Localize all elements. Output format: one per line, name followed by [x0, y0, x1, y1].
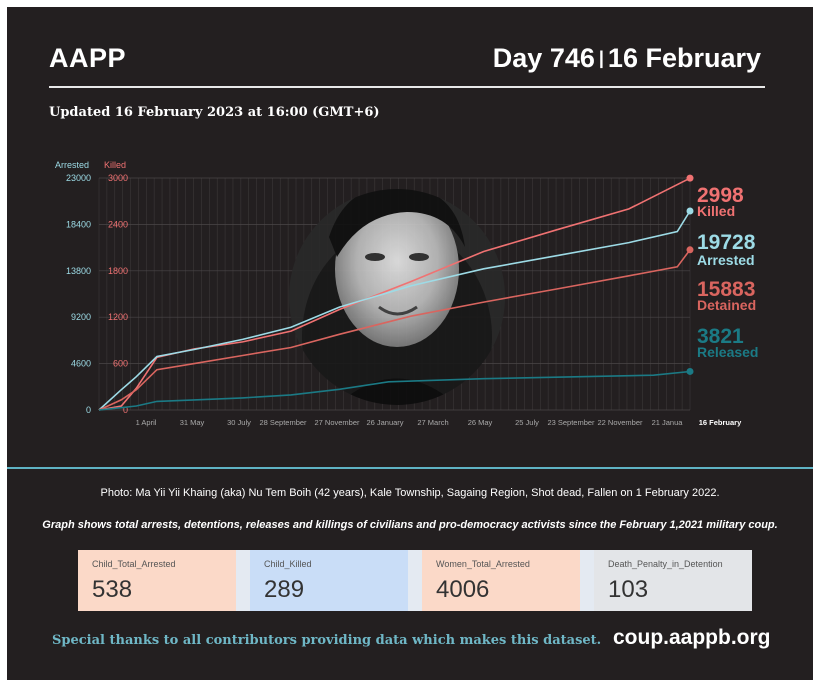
- day-label: Day 746: [492, 43, 595, 73]
- header-divider: [49, 86, 765, 88]
- released-series-label: Released: [697, 344, 758, 360]
- arrested-total: 19728: [697, 231, 756, 254]
- stat-card: Child_Killed 289: [250, 550, 408, 611]
- left-tick-label: 4600: [71, 359, 91, 369]
- infographic-panel: AAPP Day 746 | 16 February Updated 16 Febr…: [7, 7, 813, 680]
- right-tick-label: 2400: [108, 219, 128, 229]
- left-tick-label: 23000: [66, 173, 91, 183]
- released-line: [98, 370, 691, 411]
- stat-card: Women_Total_Arrested 4006: [422, 550, 580, 611]
- x-tick-label: 31 May: [180, 418, 205, 427]
- stat-card-label: Child_Total_Arrested: [92, 559, 176, 569]
- stat-card-value: 538: [92, 576, 133, 603]
- right-tick-label: 0: [123, 405, 128, 415]
- killed-line: [98, 177, 691, 411]
- updated-timestamp: Updated 16 February 2023 at 16:00 (GMT+6…: [49, 105, 380, 120]
- arrested-end-marker: [686, 207, 694, 215]
- arrested-series-label: Arrested: [697, 252, 755, 268]
- stat-card: Death_Penalty_in_Detention 103: [594, 550, 752, 611]
- portrait-photo: [289, 189, 505, 405]
- section-divider: [7, 467, 813, 469]
- left-tick-label: 18400: [66, 219, 91, 229]
- left-tick-label: 9200: [71, 312, 91, 322]
- arrested-line: [98, 210, 691, 411]
- x-tick-label: 16 February: [699, 418, 742, 427]
- left-axis-title: Arrested: [55, 160, 89, 170]
- x-axis-dates: 1 April 31 May 30 July 28 September 27 Novem…: [136, 418, 743, 427]
- org-logo-text: AAPP: [49, 43, 127, 73]
- x-tick-label: 1 April: [136, 418, 157, 427]
- stat-card-value: 4006: [436, 576, 490, 603]
- card-gap: [580, 550, 594, 611]
- x-tick-label: 30 July: [227, 418, 251, 427]
- killed-end-marker: [686, 174, 694, 182]
- right-tick-label: 600: [113, 359, 128, 369]
- released-end-marker: [686, 367, 694, 375]
- card-gap: [408, 550, 422, 611]
- x-tick-label: 27 March: [417, 418, 448, 427]
- stat-card-label: Child_Killed: [264, 559, 312, 569]
- graph-note: Graph shows total arrests, detentions, r…: [42, 519, 778, 531]
- x-tick-label: 23 September: [547, 418, 595, 427]
- stat-card: Child_Total_Arrested 538: [78, 550, 236, 611]
- day-counter: Day 746 | 16 February: [493, 43, 761, 74]
- stat-card-label: Death_Penalty_in_Detention: [608, 559, 723, 569]
- released-total: 3821: [697, 325, 744, 348]
- photo-caption: Photo: Ma Yii Yii Khaing (aka) Nu Tem Bo…: [100, 487, 720, 499]
- day-separator: |: [598, 48, 604, 68]
- left-axis-arrested: Arrested 0 4600 9200 13800 18400 23000: [55, 160, 91, 415]
- site-url[interactable]: coup.aappb.org: [613, 626, 771, 649]
- killed-series-label: Killed: [697, 203, 735, 219]
- date-label: 16 February: [607, 43, 761, 73]
- right-axis-killed: Killed 0 600 1200 1800 2400 3000: [104, 160, 128, 415]
- left-tick-label: 0: [86, 405, 91, 415]
- detained-line: [98, 249, 691, 411]
- x-tick-label: 28 September: [259, 418, 307, 427]
- right-axis-title: Killed: [104, 160, 126, 170]
- casualty-line-chart: Arrested 0 4600 9200 13800 18400 23000 Killed 0…: [55, 160, 758, 427]
- stat-card-value: 289: [264, 576, 305, 603]
- chart-series: [98, 174, 694, 411]
- x-tick-label: 21 Janua: [652, 418, 684, 427]
- left-tick-label: 13800: [66, 266, 91, 276]
- card-gap: [236, 550, 250, 611]
- x-tick-label: 22 November: [597, 418, 643, 427]
- right-tick-label: 1800: [108, 266, 128, 276]
- detained-total: 15883: [697, 278, 755, 301]
- stat-card-value: 103: [608, 576, 649, 603]
- killed-total: 2998: [697, 184, 744, 207]
- x-tick-label: 26 May: [468, 418, 493, 427]
- right-tick-label: 3000: [108, 173, 128, 183]
- detained-series-label: Detained: [697, 297, 756, 313]
- detained-end-marker: [686, 246, 694, 254]
- right-tick-label: 1200: [108, 312, 128, 322]
- x-tick-label: 26 January: [366, 418, 403, 427]
- x-tick-label: 27 November: [314, 418, 360, 427]
- thanks-text: Special thanks to all contributors provi…: [52, 633, 602, 648]
- x-tick-label: 25 July: [515, 418, 539, 427]
- stat-card-label: Women_Total_Arrested: [436, 559, 530, 569]
